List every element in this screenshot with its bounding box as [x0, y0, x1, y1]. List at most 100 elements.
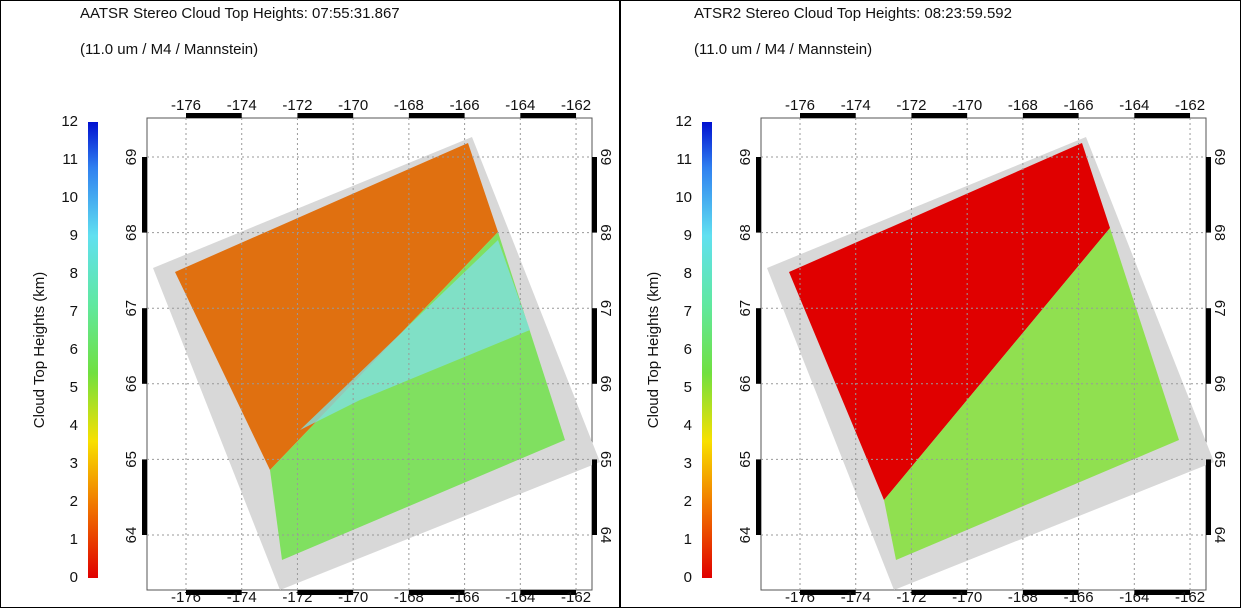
colorbar-tick-label: 11	[676, 151, 692, 168]
lat-tick-label: 65	[123, 451, 140, 468]
lat-tick-label: 64	[1211, 527, 1228, 544]
lon-tick-label: -174	[227, 589, 257, 606]
lon-tick-label: -166	[1064, 589, 1094, 606]
lon-tick-label: -176	[785, 97, 815, 114]
cloud-low	[884, 228, 1179, 560]
lat-tick-label: 68	[1211, 224, 1228, 241]
lon-tick-label: -168	[394, 97, 424, 114]
frame-tick	[520, 113, 577, 118]
lat-tick-label: 66	[1211, 375, 1228, 392]
lat-tick-label: 68	[597, 224, 614, 241]
frame-tick	[1134, 113, 1191, 118]
lat-tick-label: 69	[1211, 149, 1228, 166]
frame-tick	[1206, 308, 1211, 384]
lat-tick-label: 67	[123, 300, 140, 317]
colorbar-tick-label: 5	[70, 379, 78, 396]
frame-tick	[1206, 459, 1211, 535]
lat-tick-label: 69	[123, 149, 140, 166]
frame-tick	[1134, 590, 1191, 595]
lon-tick-label: -174	[227, 97, 257, 114]
frame-tick	[408, 590, 465, 595]
lon-tick-label: -168	[1008, 97, 1038, 114]
frame-tick	[1022, 113, 1079, 118]
lon-tick-label: -164	[505, 97, 535, 114]
cloud-high	[789, 143, 1110, 500]
panel-title: ATSR2 Stereo Cloud Top Heights: 08:23:59…	[694, 5, 1012, 22]
panel-title: AATSR Stereo Cloud Top Heights: 07:55:31…	[80, 5, 400, 22]
colorbar-tick-label: 8	[70, 265, 78, 282]
lat-tick-label: 67	[597, 300, 614, 317]
colorbar-tick-label: 5	[684, 379, 692, 396]
frame-tick	[756, 459, 761, 535]
lat-tick-label: 68	[123, 224, 140, 241]
colorbar-tick-label: 11	[62, 151, 78, 168]
lon-tick-label: -170	[338, 97, 368, 114]
frame-tick	[756, 308, 761, 384]
frame-tick	[800, 590, 856, 595]
frame-tick	[408, 113, 465, 118]
lat-tick-label: 69	[737, 149, 754, 166]
lat-tick-label: 69	[597, 149, 614, 166]
lat-tick-label: 67	[1211, 300, 1228, 317]
colorbar-tick-label: 2	[684, 493, 692, 510]
lat-tick-label: 65	[597, 451, 614, 468]
lat-tick-label: 64	[597, 527, 614, 544]
colorbar-tick-label: 0	[70, 569, 78, 586]
lon-tick-label: -162	[561, 589, 591, 606]
panel-subtitle: (11.0 um / M4 / Mannstein)	[80, 41, 258, 58]
frame-tick	[1206, 157, 1211, 233]
colorbar-tick-label: 10	[61, 189, 78, 206]
lon-tick-label: -162	[561, 97, 591, 114]
lat-tick-label: 65	[737, 451, 754, 468]
frame-tick	[142, 308, 147, 384]
lon-tick-label: -170	[338, 589, 368, 606]
lat-tick-label: 66	[123, 375, 140, 392]
lat-tick-label: 64	[737, 527, 754, 544]
colorbar-tick-label: 6	[70, 341, 78, 358]
colorbar-tick-label: 7	[684, 303, 692, 320]
frame-tick	[592, 308, 597, 384]
colorbar-tick-label: 1	[70, 531, 78, 548]
colorbar-tick-label: 1	[684, 531, 692, 548]
lat-tick-label: 64	[123, 527, 140, 544]
frame-tick	[800, 113, 856, 118]
lon-tick-label: -166	[1064, 97, 1094, 114]
colorbar-tick-label: 9	[70, 227, 78, 244]
colorbar	[88, 122, 98, 578]
lon-tick-label: -162	[1175, 97, 1205, 114]
colorbar-tick-label: 2	[70, 493, 78, 510]
frame-tick	[186, 590, 242, 595]
cloud-mid	[300, 240, 530, 430]
panel-subtitle: (11.0 um / M4 / Mannstein)	[694, 41, 872, 58]
frame-tick	[911, 113, 968, 118]
lon-tick-label: -162	[1175, 589, 1205, 606]
colorbar	[702, 122, 712, 578]
colorbar-tick-label: 4	[684, 417, 692, 434]
frame-tick	[142, 459, 147, 535]
lon-tick-label: -166	[450, 589, 480, 606]
lon-tick-label: -174	[841, 589, 871, 606]
lat-tick-label: 66	[737, 375, 754, 392]
lon-tick-label: -172	[896, 97, 926, 114]
frame-tick	[1022, 590, 1079, 595]
colorbar-tick-label: 10	[675, 189, 692, 206]
lon-tick-label: -166	[450, 97, 480, 114]
lat-tick-label: 68	[737, 224, 754, 241]
frame-tick	[592, 157, 597, 233]
frame-tick	[297, 113, 354, 118]
colorbar-tick-label: 3	[684, 455, 692, 472]
lat-tick-label: 67	[737, 300, 754, 317]
frame-tick	[297, 590, 354, 595]
lon-tick-label: -164	[1119, 97, 1149, 114]
colorbar-tick-label: 12	[675, 113, 692, 130]
lon-tick-label: -174	[841, 97, 871, 114]
frame-tick	[142, 157, 147, 233]
lon-tick-label: -172	[282, 97, 312, 114]
colorbar-tick-label: 8	[684, 265, 692, 282]
lat-tick-label: 65	[1211, 451, 1228, 468]
colorbar-tick-label: 3	[70, 455, 78, 472]
colorbar-tick-label: 0	[684, 569, 692, 586]
colorbar-label: Cloud Top Heights (km)	[31, 272, 48, 428]
cloud-high	[175, 143, 498, 470]
